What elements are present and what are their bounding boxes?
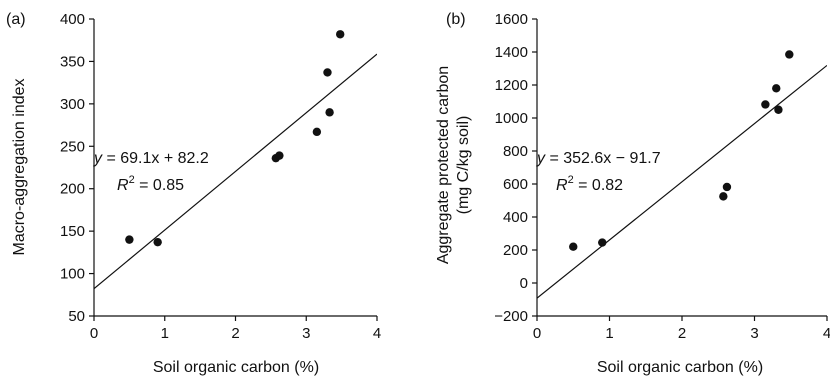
panel-a-data-point xyxy=(312,127,322,137)
panel-a-equation-rest: = 69.1x + 82.2 xyxy=(102,150,209,167)
panel-a-y-tick-label: 350 xyxy=(60,53,85,70)
panel-b-x-tick-label: 1 xyxy=(605,325,613,342)
panel-a-y-tick-label: 50 xyxy=(68,308,85,325)
panel-a-y-tick-label: 250 xyxy=(60,138,85,155)
panel-a-y-tick-label: 100 xyxy=(60,266,85,283)
panel-a-equation-y: y xyxy=(93,150,103,167)
panel-a-data-point xyxy=(336,30,345,39)
panel-b-equation-y: y xyxy=(536,150,546,167)
panel-b-y-tick-label: 400 xyxy=(503,209,528,226)
panel-b-data-point xyxy=(785,50,794,59)
panel-a-r2: R2 = 0.85 xyxy=(117,174,184,194)
panel-b-r2-label: R xyxy=(556,177,568,194)
panel-a-y-tick-label: 400 xyxy=(60,11,85,28)
panel-a-x-tick-label: 4 xyxy=(373,325,381,342)
panel-a-data-point xyxy=(323,68,332,77)
panel-a-fit-line xyxy=(94,53,377,290)
panel-a-y-axis-label: Macro-aggregation index xyxy=(11,79,28,256)
panel-b-y-tick-label: 1400 xyxy=(495,44,528,61)
panel-b-data-point xyxy=(569,242,578,251)
panel-b-equation-rest: = 352.6x − 91.7 xyxy=(545,150,661,167)
panel-b-x-tick-label: 4 xyxy=(823,325,830,342)
panel-b-y-tick-label: 0 xyxy=(520,275,528,292)
panel-b-data-point xyxy=(719,192,728,201)
panel-label-a: (a) xyxy=(6,11,26,28)
panel-b-y-axis-label: Aggregate protected carbon xyxy=(435,66,452,264)
panel-b-data-point xyxy=(761,100,770,109)
panel-b-x-axis-label: Soil organic carbon (%) xyxy=(597,359,763,376)
panel-b-x-tick-label: 3 xyxy=(750,325,758,342)
panel-b-y-tick-label: 1000 xyxy=(495,110,528,127)
panel-a-y-tick-label: 300 xyxy=(60,96,85,113)
panel-b-y-tick-label: −200 xyxy=(494,308,528,325)
panel-a-data-point xyxy=(153,237,162,247)
panel-a-x-tick-label: 2 xyxy=(231,325,239,342)
panel-a-x-tick-label: 0 xyxy=(90,325,98,342)
panel-b-data-point xyxy=(772,84,781,93)
panel-b-y-tick-label: 1200 xyxy=(495,77,528,94)
panel-b-y-tick-label: 800 xyxy=(503,143,528,160)
panel-b-y-axis-label-units: (mg C/kg soil) xyxy=(455,116,472,215)
panel-a-data-point xyxy=(325,108,334,117)
panel-b-data-point xyxy=(598,238,607,247)
panel-b-plot-area xyxy=(537,50,827,299)
panel-a-plot-area xyxy=(94,30,377,290)
panel-a-r2-rest: = 0.85 xyxy=(135,177,184,194)
panel-a-x-tick-label: 3 xyxy=(302,325,310,342)
panel-b-data-point xyxy=(722,182,732,192)
panel-b-y-tick-label: 200 xyxy=(503,242,528,259)
panel-b-r2-rest: = 0.82 xyxy=(574,177,623,194)
panel-a: (a) 50 100 150 200 250 300 350 400 0 1 2 3 4 y = 69.… xyxy=(6,11,381,376)
panel-label-b: (b) xyxy=(446,11,466,28)
panel-b: (b) −200 0 200 400 600 800 1000 1200 1400 1600 0 1 2… xyxy=(435,11,830,376)
panel-b-r2: R2 = 0.82 xyxy=(556,174,623,194)
panel-b-x-tick-label: 0 xyxy=(533,325,541,342)
panel-a-x-tick-label: 1 xyxy=(161,325,169,342)
panel-b-fit-line xyxy=(537,64,827,299)
panel-a-y-tick-label: 200 xyxy=(60,181,85,198)
panel-b-y-tick-label: 600 xyxy=(503,176,528,193)
panel-b-y-tick-label: 1600 xyxy=(495,11,528,28)
panel-a-data-point xyxy=(275,151,284,160)
panel-a-equation: y = 69.1x + 82.2 xyxy=(93,150,209,167)
panel-a-y-tick-label: 150 xyxy=(60,223,85,240)
panel-a-r2-sup: 2 xyxy=(129,174,135,186)
panel-a-r2-label: R xyxy=(117,177,129,194)
panel-b-data-point xyxy=(774,105,783,114)
panel-a-x-axis-label: Soil organic carbon (%) xyxy=(153,359,319,376)
panel-b-ticks: −200 0 200 400 600 800 1000 1200 1400 1600 0 1 2 3 4 xyxy=(494,11,830,342)
panel-a-data-point xyxy=(125,235,134,244)
panel-b-equation: y = 352.6x − 91.7 xyxy=(536,150,661,167)
panel-a-ticks: 50 100 150 200 250 300 350 400 0 1 2 3 4 xyxy=(60,11,381,342)
panel-b-r2-sup: 2 xyxy=(568,174,574,186)
panel-b-x-tick-label: 2 xyxy=(678,325,686,342)
